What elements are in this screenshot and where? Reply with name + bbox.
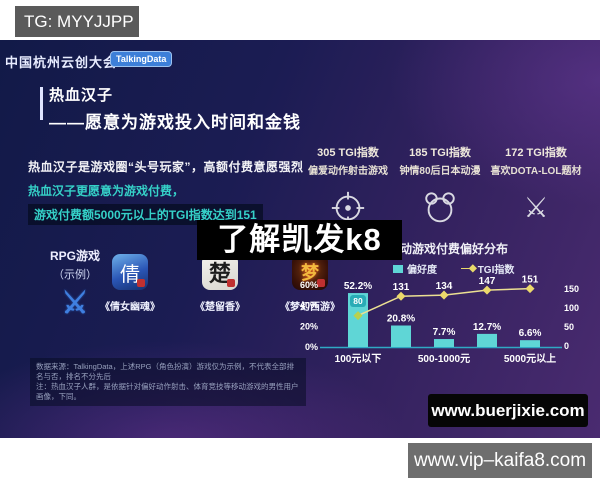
telegram-contact-badge[interactable]: TG: MYYJJPP: [15, 6, 139, 37]
stat-japanese-anime: 185 TGI指数 钟情80后日本动漫: [392, 144, 488, 229]
svg-text:6.6%: 6.6%: [519, 328, 542, 339]
app-icon-glyph: 倩: [120, 263, 140, 286]
svg-text:131: 131: [393, 282, 410, 293]
infographic-slide: 中国杭州云创大会 TalkingData 热血汉子 ——愿意为游戏投入时间和金钱…: [0, 40, 600, 438]
legend-label: 偏好度: [407, 265, 437, 276]
stat-description: 喜欢DOTA-LOL题材: [490, 166, 582, 177]
list-item: 倩 《倩女幽魂》: [100, 254, 160, 313]
talkingdata-logo: TalkingData: [110, 51, 173, 67]
buerjixie-url-badge[interactable]: www.buerjixie.com: [428, 394, 588, 427]
stat-value: 305 TGI指数: [317, 147, 379, 159]
svg-text:134: 134: [436, 281, 453, 292]
intro-line-2: 热血汉子更愿意为游戏付费，: [28, 184, 185, 198]
legend-item-preference: 偏好度: [393, 261, 437, 276]
line-series-swatch: —◆: [461, 263, 477, 274]
watermark-overlay: 了解凯发k8: [197, 220, 402, 260]
slide-title: 热血汉子: [49, 87, 114, 104]
legend-label: TGI指数: [477, 265, 515, 276]
tgi-stats-row: 305 TGI指数 偏爱动作射击游戏 185 TGI指数 钟情80后日本动漫: [300, 144, 590, 229]
qiannv-youhun-app-icon: 倩: [112, 254, 148, 290]
svg-text:100元以下: 100元以下: [335, 353, 382, 365]
svg-text:0%: 0%: [305, 342, 318, 352]
menghuan-xiyou-app-icon: 梦: [292, 254, 328, 290]
svg-text:100: 100: [564, 303, 579, 313]
event-title: 中国杭州云创大会: [5, 55, 118, 70]
svg-text:500-1000元: 500-1000元: [418, 353, 470, 365]
svg-text:50: 50: [564, 322, 574, 332]
stat-description: 偏爱动作射击游戏: [308, 166, 388, 177]
footnote-line-2: 注：热血汉子人群，是依据针对偏好动作射击、体育竞技等移动游戏的男性用户画像，下同…: [36, 382, 299, 401]
svg-text:150: 150: [564, 284, 579, 294]
rpg-example-block: RPG游戏 （示例） ⚔: [40, 247, 110, 320]
svg-text:60%: 60%: [300, 280, 318, 290]
intro-line-1: 热血汉子是游戏圈“头号玩家”，高额付费意愿强烈: [28, 160, 304, 174]
app-name: 《梦幻西游》: [280, 302, 340, 313]
app-icon-glyph: 楚: [208, 261, 231, 286]
svg-text:80: 80: [353, 296, 363, 306]
footnote-line-1: 数据来源：TalkingData，上述RPG（角色扮演）游戏仅为示例，不代表全部…: [36, 362, 294, 381]
rpg-sublabel: （示例）: [53, 269, 97, 281]
svg-text:5000元以上: 5000元以上: [504, 352, 556, 365]
app-name: 《倩女幽魂》: [100, 302, 160, 313]
svg-text:12.7%: 12.7%: [473, 322, 501, 333]
list-item: 楚 《楚留香》: [190, 254, 250, 313]
crossed-swords-icon: ⚔: [523, 192, 549, 223]
bear-icon: [392, 187, 488, 229]
stat-action-shooting: 305 TGI指数 偏爱动作射击游戏: [300, 144, 396, 229]
intro-text-block: 热血汉子是游戏圈“头号玩家”，高额付费意愿强烈 热血汉子更愿意为游戏付费， 游戏…: [28, 158, 304, 225]
red-seal-icon: [137, 279, 145, 287]
stat-value: 172 TGI指数: [505, 147, 567, 159]
payment-preference-chart: 0% 20% 40% 60% 0 50 100 150 52.2% 20.8% 7.7% 12.7% 6…: [300, 272, 580, 376]
intro-line-3-highlight: 游戏付费额5000元以上的TGI指数达到151: [28, 204, 263, 225]
title-accent-bar: [40, 87, 43, 120]
blue-crossed-swords-icon: ⚔: [61, 287, 89, 320]
chart-canvas: 0% 20% 40% 60% 0 50 100 150 52.2% 20.8% 7.7% 12.7% 6…: [300, 275, 579, 365]
svg-text:20%: 20%: [300, 321, 318, 331]
bar-series-swatch: [393, 264, 403, 273]
rpg-label: RPG游戏: [49, 249, 100, 263]
footnote: 数据来源：TalkingData，上述RPG（角色扮演）游戏仅为示例，不代表全部…: [30, 358, 306, 406]
svg-text:147: 147: [479, 276, 496, 287]
svg-text:7.7%: 7.7%: [433, 327, 456, 338]
chart-legend: 偏好度 —◆ TGI指数: [393, 261, 514, 276]
svg-text:52.2%: 52.2%: [344, 281, 372, 292]
chart-title: 移动游戏付费偏好分布: [388, 242, 509, 256]
app-name: 《楚留香》: [195, 302, 245, 313]
stat-description: 钟情80后日本动漫: [399, 166, 481, 177]
red-seal-icon: [227, 279, 235, 287]
chuliuxiang-app-icon: 楚: [202, 254, 238, 290]
svg-text:40%: 40%: [300, 301, 318, 311]
game-app-list: 倩 《倩女幽魂》 楚 《楚留香》 梦 《梦幻西游》: [100, 254, 340, 313]
legend-item-tgi: —◆ TGI指数: [461, 261, 514, 276]
slide-title-block: 热血汉子 ——愿意为游戏投入时间和金钱: [40, 84, 301, 133]
stat-value: 185 TGI指数: [409, 147, 471, 159]
svg-text:151: 151: [522, 275, 539, 286]
red-seal-icon: [317, 279, 325, 287]
list-item: 梦 《梦幻西游》: [280, 254, 340, 313]
svg-text:20.8%: 20.8%: [387, 314, 415, 325]
slide-subtitle: ——愿意为游戏投入时间和金钱: [49, 113, 301, 132]
svg-text:0: 0: [564, 341, 569, 351]
stat-dota-lol: 172 TGI指数 喜欢DOTA-LOL题材 ⚔: [488, 144, 584, 229]
vip-kaifa8-url-badge[interactable]: www.vip–kaifa8.com: [408, 443, 592, 478]
app-icon-glyph: 梦: [301, 263, 319, 283]
